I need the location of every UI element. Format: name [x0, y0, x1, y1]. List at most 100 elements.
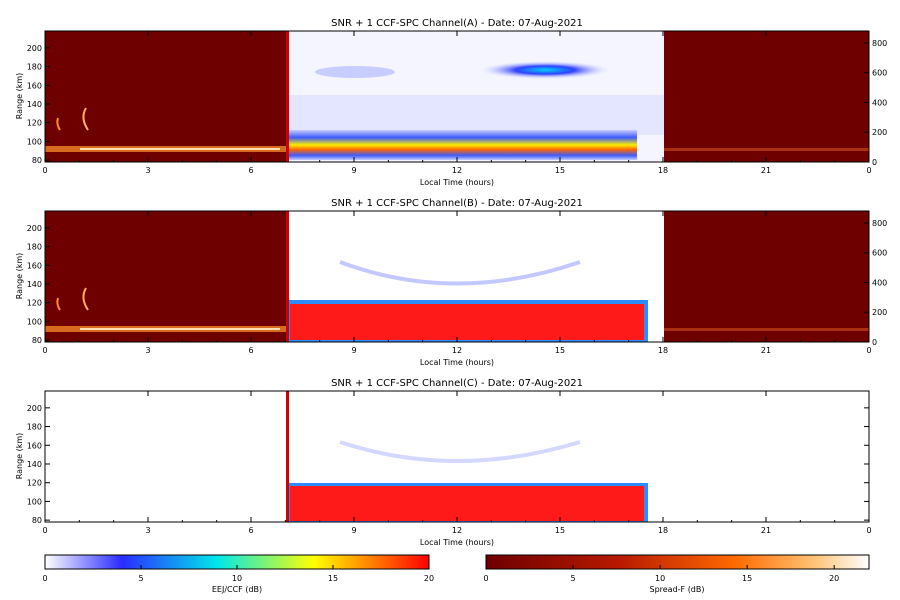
spread-f-streak — [82, 287, 89, 311]
x-tick-label: 3 — [145, 346, 150, 355]
colorbar-spread-f-scale — [485, 554, 870, 570]
x-tick-label: 0 — [866, 526, 871, 535]
x-tick-label: 18 — [658, 526, 668, 535]
x-tick-label: 18 — [658, 346, 668, 355]
x-tick-label: 9 — [351, 346, 356, 355]
colorbar-tick-label: 5 — [570, 574, 575, 583]
x-tick-label: 21 — [761, 346, 771, 355]
y-tick-label: 180 — [27, 243, 42, 252]
colorbar-tick-label: 15 — [742, 574, 752, 583]
ccf-diffuse-layer — [287, 95, 664, 135]
panel-a-title: SNR + 1 CCF-SPC Channel(A) - Date: 07-Au… — [331, 18, 583, 29]
x-tick-label: 0 — [866, 166, 871, 175]
y-tick-label: 100 — [27, 317, 42, 326]
spread-f-region-late — [664, 211, 869, 342]
y-tick-label: 120 — [27, 299, 42, 308]
panel-b-xlabel: Local Time (hours) — [420, 358, 494, 367]
y2-tick-label: 200 — [872, 128, 887, 137]
panel-b-axes: 0 3 6 9 12 15 18 21 0801001201401601802000200400… — [27, 211, 887, 355]
x-tick-label: 15 — [555, 526, 565, 535]
y2-tick-label: 400 — [872, 278, 887, 287]
y-tick-label: 140 — [27, 460, 42, 469]
panel-a-data — [45, 31, 869, 162]
panel-b-ylabel: Range (km) — [15, 253, 24, 300]
x-tick-label: 3 — [145, 166, 150, 175]
panel-a-xlabel: Local Time (hours) — [420, 178, 494, 187]
colorbar-tick-label: 20 — [829, 574, 839, 583]
y-tick-label: 80 — [32, 336, 42, 345]
spread-f-echo-core — [80, 148, 280, 150]
x-tick-label: 6 — [248, 166, 253, 175]
panel-b-data — [45, 211, 869, 342]
spread-f-echo-band-late — [664, 328, 869, 331]
y-tick-label: 120 — [27, 479, 42, 488]
x-tick-label: 3 — [145, 526, 150, 535]
spread-f-streak — [56, 117, 61, 131]
upper-echo-layer — [480, 61, 610, 79]
colorbar-eej: 0 5 10 15 20 EEJ/CCF (dB) — [42, 554, 434, 594]
colorbar-eej-label: EEJ/CCF (dB) — [212, 585, 262, 594]
panel-a-axes: 0 3 6 9 12 15 18 21 0801001201401601802000200400… — [27, 31, 887, 175]
y2-tick-label: 600 — [872, 69, 887, 78]
e-layer-echo — [287, 130, 637, 160]
spread-f-streak — [82, 107, 89, 131]
panel-c: SNR + 1 CCF-SPC Channel(C) - Date: 07-Au… — [15, 378, 872, 547]
y-tick-label: 100 — [27, 137, 42, 146]
y-tick-label: 160 — [27, 261, 42, 270]
y-tick-label: 160 — [27, 81, 42, 90]
x-tick-label: 9 — [351, 526, 356, 535]
x-tick-label: 0 — [42, 346, 47, 355]
window-edge — [286, 391, 289, 522]
x-tick-label: 12 — [452, 346, 462, 355]
upper-echo-arc — [339, 260, 581, 286]
x-tick-label: 15 — [555, 166, 565, 175]
y-tick-label: 140 — [27, 100, 42, 109]
x-tick-label: 0 — [866, 346, 871, 355]
x-tick-label: 9 — [351, 166, 356, 175]
panel-c-title: SNR + 1 CCF-SPC Channel(C) - Date: 07-Au… — [331, 378, 583, 389]
panel-a-ylabel: Range (km) — [15, 73, 24, 120]
colorbar-tick-label: 15 — [328, 574, 338, 583]
y2-tick-label: 600 — [872, 249, 887, 258]
y2-tick-label: 200 — [872, 308, 887, 317]
x-tick-label: 21 — [761, 166, 771, 175]
panel-c-data — [45, 391, 869, 522]
spread-f-streak — [56, 297, 61, 311]
colorbar-spread-f-label: Spread-F (dB) — [649, 585, 704, 594]
panel-c-xlabel: Local Time (hours) — [420, 538, 494, 547]
y2-tick-label: 800 — [872, 39, 887, 48]
colorbar-spread-f-ticks: 0 5 10 15 20 — [483, 565, 839, 583]
colorbar-spread-f: 0 5 10 15 20 Spread-F (dB) — [483, 554, 870, 594]
e-layer-echo — [290, 486, 644, 521]
x-tick-label: 12 — [452, 166, 462, 175]
y2-tick-label: 800 — [872, 219, 887, 228]
x-tick-label: 0 — [42, 166, 47, 175]
window-edge — [286, 31, 289, 162]
x-tick-label: 18 — [658, 166, 668, 175]
y-tick-label: 120 — [27, 119, 42, 128]
panel-b-title: SNR + 1 CCF-SPC Channel(B) - Date: 07-Au… — [331, 198, 583, 209]
upper-echo-arc — [339, 440, 581, 463]
x-tick-label: 12 — [452, 526, 462, 535]
x-tick-label: 6 — [248, 526, 253, 535]
spread-f-region-early — [45, 211, 287, 342]
y-tick-label: 200 — [27, 44, 42, 53]
x-tick-label: 15 — [555, 346, 565, 355]
spread-f-echo-core — [80, 328, 280, 330]
y-tick-label: 180 — [27, 63, 42, 72]
spread-f-region-late — [664, 31, 869, 162]
panel-a: SNR + 1 CCF-SPC Channel(A) - Date: 07-Au… — [15, 18, 887, 187]
x-tick-label: 0 — [42, 526, 47, 535]
colorbar-tick-label: 10 — [655, 574, 665, 583]
y-tick-label: 80 — [32, 516, 42, 525]
colorbar-eej-ticks: 0 5 10 15 20 — [42, 565, 434, 583]
window-edge — [286, 211, 289, 342]
upper-echo-layer — [315, 66, 395, 78]
y2-tick-label: 0 — [872, 158, 877, 167]
x-tick-label: 6 — [248, 346, 253, 355]
y2-tick-label: 400 — [872, 98, 887, 107]
y-tick-label: 140 — [27, 280, 42, 289]
e-layer-echo — [290, 304, 644, 340]
colorbar-tick-label: 5 — [138, 574, 143, 583]
